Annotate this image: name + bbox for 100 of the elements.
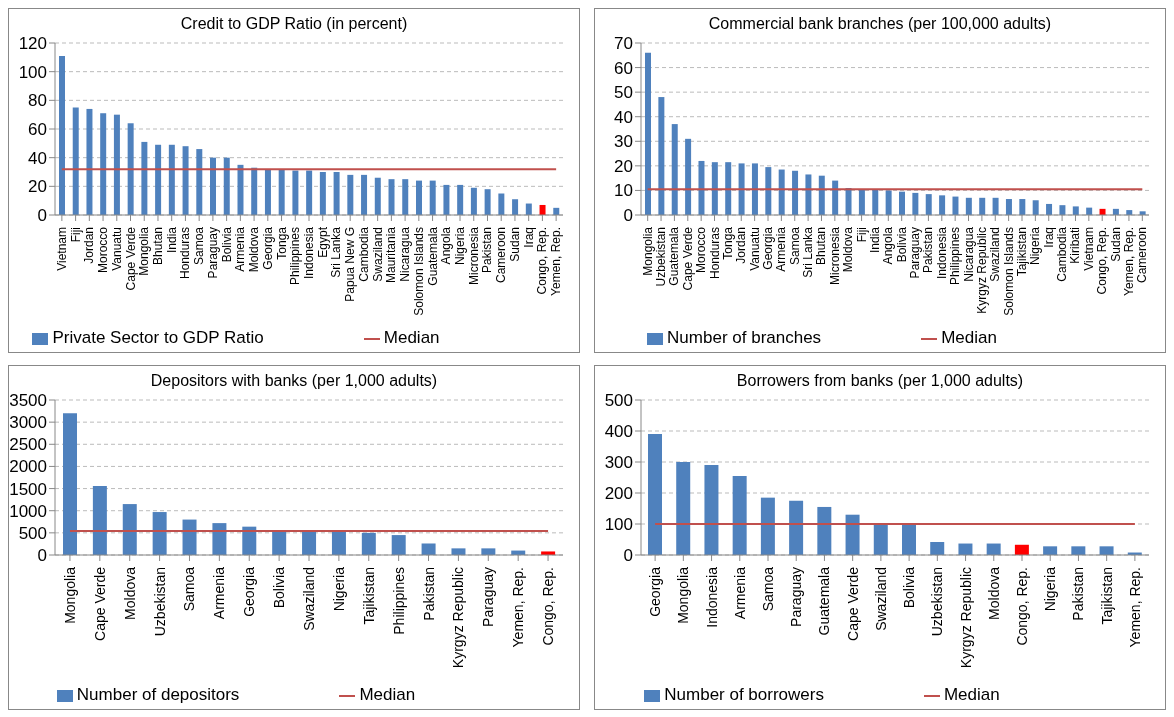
x-tick-label: Tajikistan bbox=[360, 567, 377, 625]
bar bbox=[63, 413, 77, 555]
x-tick-label: Paraguay bbox=[205, 227, 220, 279]
x-tick-label: Vanuatu bbox=[109, 227, 124, 271]
bar bbox=[457, 184, 464, 215]
bar bbox=[182, 146, 189, 215]
bar bbox=[512, 199, 519, 215]
x-tick-label: Kyrgyz Republic bbox=[957, 567, 974, 669]
bar bbox=[292, 170, 299, 215]
bar bbox=[858, 189, 865, 215]
bar bbox=[278, 169, 285, 215]
bar bbox=[361, 532, 376, 555]
bar bbox=[539, 204, 546, 215]
x-tick-label: Indonesia bbox=[302, 226, 316, 280]
x-tick-label: Jordan bbox=[734, 227, 749, 264]
x-tick-label: Micronesia bbox=[827, 226, 842, 286]
bar bbox=[331, 531, 346, 555]
x-tick-label: Georgia bbox=[241, 566, 258, 617]
bar bbox=[805, 174, 812, 215]
x-tick-label: Papua New G bbox=[343, 227, 358, 302]
y-tick-label: 80 bbox=[28, 91, 47, 111]
bar bbox=[100, 113, 107, 215]
x-tick-label: Solomon Islands bbox=[1001, 227, 1016, 316]
bar bbox=[155, 144, 162, 215]
bar bbox=[832, 180, 839, 215]
x-tick-label: Samoa bbox=[181, 566, 198, 612]
x-tick-label: Georgia bbox=[260, 226, 275, 270]
bar bbox=[152, 512, 167, 555]
y-tick-label: 1000 bbox=[9, 501, 47, 521]
x-tick-label: Kiribati bbox=[1068, 227, 1083, 264]
x-tick-label: Morocco bbox=[694, 226, 709, 274]
x-tick-label: Moldova bbox=[247, 226, 262, 273]
x-tick-label: Nigeria bbox=[1028, 226, 1043, 266]
x-tick-label: Tajikistan bbox=[1015, 227, 1029, 277]
bar bbox=[429, 180, 436, 215]
bar bbox=[127, 123, 134, 215]
x-tick-label: Pakistan bbox=[480, 227, 495, 274]
chart-title: Commercial bank branches (per 100,000 adults) bbox=[708, 15, 1052, 32]
bar bbox=[484, 189, 491, 215]
x-tick-label: Armenia bbox=[731, 566, 748, 620]
x-tick-label: Cameroon bbox=[1135, 227, 1150, 284]
y-tick-label: 0 bbox=[623, 546, 633, 566]
bar bbox=[789, 500, 804, 555]
bar bbox=[873, 524, 888, 555]
x-tick-label: Armenia bbox=[774, 226, 789, 272]
x-tick-label: Indonesia bbox=[934, 226, 949, 280]
x-tick-label: Paraguay bbox=[908, 227, 923, 279]
x-tick-label: Sudan bbox=[507, 227, 522, 262]
x-tick-label: Tonga bbox=[720, 226, 735, 260]
x-tick-label: Guatemala bbox=[667, 226, 682, 286]
bar bbox=[698, 160, 705, 215]
bar bbox=[319, 172, 326, 215]
bar bbox=[402, 179, 409, 215]
x-tick-label: Bhutan bbox=[814, 227, 829, 266]
x-tick-label: Tajikistan bbox=[1098, 567, 1115, 625]
x-tick-label: Mongolia bbox=[675, 566, 692, 624]
x-tick-label: Swaziland bbox=[301, 567, 317, 631]
y-tick-label: 50 bbox=[614, 83, 633, 103]
x-tick-label: Sri Lanka bbox=[801, 226, 816, 278]
x-tick-label: Congo, Rep. bbox=[1095, 227, 1110, 295]
x-tick-label: Indonesia bbox=[703, 566, 720, 628]
y-tick-label: 3000 bbox=[9, 413, 47, 433]
bar bbox=[965, 197, 972, 215]
bar bbox=[818, 175, 825, 215]
x-tick-label: Cape Verde bbox=[844, 566, 861, 641]
x-tick-label: Samoa bbox=[787, 226, 802, 266]
x-tick-label: Honduras bbox=[178, 227, 193, 280]
bar bbox=[237, 164, 244, 215]
x-tick-label: Solomon Islands bbox=[411, 227, 426, 316]
bar bbox=[333, 172, 340, 215]
bar bbox=[347, 174, 354, 215]
y-tick-label: 500 bbox=[18, 523, 47, 543]
x-tick-label: Mongolia bbox=[137, 226, 152, 276]
bar bbox=[760, 497, 775, 555]
bar bbox=[391, 535, 406, 555]
x-tick-label: Jordan bbox=[82, 227, 97, 264]
x-tick-label: Philippines bbox=[288, 227, 303, 286]
x-tick-label: Guatemala bbox=[816, 566, 833, 636]
y-tick-label: 20 bbox=[614, 156, 633, 176]
x-tick-label: Uzbekistan bbox=[929, 567, 946, 637]
x-tick-label: Philippines bbox=[390, 567, 407, 635]
x-tick-label: Samoa bbox=[192, 226, 207, 266]
x-tick-label: Pakistan bbox=[420, 567, 437, 621]
x-tick-label: Bolivia bbox=[271, 566, 288, 609]
y-tick-label: 500 bbox=[604, 391, 633, 411]
x-tick-label: India bbox=[164, 226, 179, 254]
bar bbox=[704, 465, 719, 555]
x-tick-label: Cape Verde bbox=[680, 226, 695, 291]
bar bbox=[223, 157, 230, 215]
bar bbox=[415, 180, 422, 215]
x-tick-label: Samoa bbox=[760, 566, 776, 612]
bar bbox=[470, 187, 477, 215]
x-tick-label: Armenia bbox=[211, 566, 228, 620]
x-tick-label: Honduras bbox=[707, 227, 722, 280]
bar bbox=[498, 193, 505, 215]
bar bbox=[1071, 546, 1086, 555]
bar bbox=[302, 531, 317, 555]
bar bbox=[872, 189, 879, 215]
x-tick-label: Uzbekistan bbox=[654, 227, 669, 287]
bar bbox=[1046, 203, 1053, 215]
